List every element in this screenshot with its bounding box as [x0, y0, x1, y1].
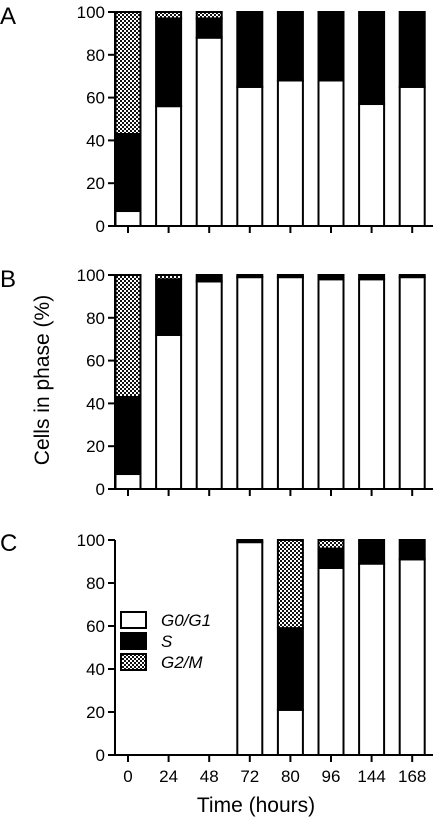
- panel-c-y-tick-label-60: 60: [86, 617, 105, 636]
- panel-a-y-tick-label-60: 60: [86, 89, 105, 108]
- panel-b-y-tick-label-20: 20: [86, 437, 105, 456]
- panel-c-bar-80h-s: [276, 627, 304, 711]
- panel-b-chart: 0 20 40 60 80 100: [77, 266, 433, 499]
- panel-c-y-tick-label-0: 0: [96, 746, 105, 765]
- panel-b-bar-168h-g0-g1: [398, 276, 426, 491]
- panel-c-bar-72h-g0-g1: [236, 541, 264, 757]
- x-axis-title: Time (hours): [197, 794, 315, 817]
- panel-c-bar-96h-g0-g1: [317, 566, 345, 757]
- panel-b-bar-72h-g0-g1: [236, 276, 264, 491]
- panel-c-y-tick-label-40: 40: [86, 660, 105, 679]
- panel-letter-c: C: [0, 530, 17, 557]
- legend-swatch-g2-m: [120, 653, 147, 671]
- x-tick-label-144: 144: [357, 767, 385, 786]
- panel-c-bar-96h-g2-m: [317, 539, 345, 550]
- panel-b-bar-80h-s: [276, 274, 304, 279]
- panel-b-bar-168h-s: [398, 274, 426, 279]
- panel-a-bar-24h-g0-g1: [155, 105, 183, 227]
- panel-a-bar-72h-s: [236, 11, 264, 88]
- legend-label-g2-m: G2/M: [161, 653, 203, 672]
- legend-label-g0-g1: G0/G1: [161, 611, 211, 630]
- panel-a-bar-72h-g0-g1: [236, 85, 264, 228]
- x-tick-label-24: 24: [159, 767, 178, 786]
- panel-c-bar-168h-g0-g1: [398, 558, 426, 756]
- panel-c-bar-80h-g0-g1: [276, 708, 304, 756]
- panel-c-bar-72h-s: [236, 539, 264, 544]
- panel-letter-b: B: [0, 266, 16, 293]
- panel-b-y-tick-label-80: 80: [86, 309, 105, 328]
- panel-a-bar-48h-s: [195, 17, 223, 39]
- panel-a-bar-96h-s: [317, 11, 345, 82]
- panel-b-bar-144h-g0-g1: [358, 278, 386, 490]
- panel-c-y-tick-label-100: 100: [77, 531, 105, 550]
- panel-a-y-tick-label-80: 80: [86, 46, 105, 65]
- panel-a-bar-80h-s: [276, 11, 304, 82]
- panel-b-bar-0h-s: [114, 395, 142, 476]
- panel-c-bar-96h-s: [317, 547, 345, 569]
- panel-b-y-tick-label-100: 100: [77, 266, 105, 285]
- legend-swatch-s: [120, 632, 147, 650]
- panel-a-bar-0h-g0-g1: [114, 210, 142, 228]
- panel-c-y-tick-label-80: 80: [86, 574, 105, 593]
- panel-b-bar-144h-s: [358, 274, 386, 281]
- panel-b-bar-80h-g0-g1: [276, 276, 304, 491]
- panel-a-y-tick-label-100: 100: [77, 3, 105, 22]
- panel-c-bar-144h-s: [358, 539, 386, 565]
- panel-a-bar-80h-g0-g1: [276, 79, 304, 228]
- panel-a-bar-24h-s: [155, 17, 183, 108]
- panel-a-bar-168h-g0-g1: [398, 85, 426, 228]
- panel-b-y-tick-label-40: 40: [86, 394, 105, 413]
- x-tick-label-168: 168: [398, 767, 426, 786]
- panel-b-bar-24h-g0-g1: [155, 333, 183, 491]
- panel-a-y-tick-label-20: 20: [86, 174, 105, 193]
- panel-a-bar-24h-g2-m: [155, 11, 183, 20]
- panel-b-bar-24h-s: [155, 278, 183, 336]
- x-tick-label-96: 96: [322, 767, 341, 786]
- panel-c-bar-80h-g2-m: [276, 539, 304, 630]
- panel-a-chart: 0 20 40 60 80 100: [77, 3, 433, 236]
- panel-a-bar-48h-g0-g1: [195, 36, 223, 228]
- legend-swatch-g0-g1: [120, 611, 147, 629]
- legend: G0/G1 S G2/M: [120, 611, 211, 672]
- panel-b-y-tick-label-60: 60: [86, 352, 105, 371]
- panel-c-chart: 0 20 40 60 80 100 0 24 48 72 80 96 144 168: [77, 531, 433, 786]
- panel-b-bar-0h-g0-g1: [114, 473, 142, 490]
- panel-a-bar-48h-g2-m: [195, 11, 223, 20]
- legend-label-s: S: [161, 632, 173, 651]
- panel-b-bar-48h-s: [195, 274, 223, 283]
- panel-b-bar-72h-s: [236, 274, 264, 279]
- x-tick-label-80: 80: [281, 767, 300, 786]
- panel-letter-a: A: [0, 3, 16, 30]
- panel-b-bar-96h-g0-g1: [317, 278, 345, 490]
- panel-b-bar-0h-g2-m: [114, 274, 142, 398]
- panel-a-bar-144h-s: [358, 11, 386, 106]
- panel-c-bar-168h-s: [398, 539, 426, 561]
- panel-b-bar-24h-g2-m: [155, 274, 183, 281]
- x-tick-label-48: 48: [200, 767, 219, 786]
- x-tick-label-0: 0: [123, 767, 132, 786]
- panel-a-bar-0h-g2-m: [114, 11, 142, 135]
- panel-c-bar-144h-g0-g1: [358, 562, 386, 757]
- panel-a-y-tick-label-0: 0: [96, 217, 105, 236]
- panel-a-bar-96h-g0-g1: [317, 79, 345, 228]
- x-tick-label-72: 72: [240, 767, 259, 786]
- y-axis-title: Cells in phase (%): [31, 295, 54, 465]
- panel-b-bar-96h-s: [317, 274, 345, 281]
- panel-a-y-tick-label-40: 40: [86, 131, 105, 150]
- panel-a-bar-168h-s: [398, 11, 426, 88]
- panel-b-bar-48h-g0-g1: [195, 280, 223, 491]
- panel-c-y-tick-label-20: 20: [86, 703, 105, 722]
- panel-a-bar-144h-g0-g1: [358, 103, 386, 227]
- panel-b-y-tick-label-0: 0: [96, 480, 105, 499]
- panel-a-bar-0h-s: [114, 132, 142, 213]
